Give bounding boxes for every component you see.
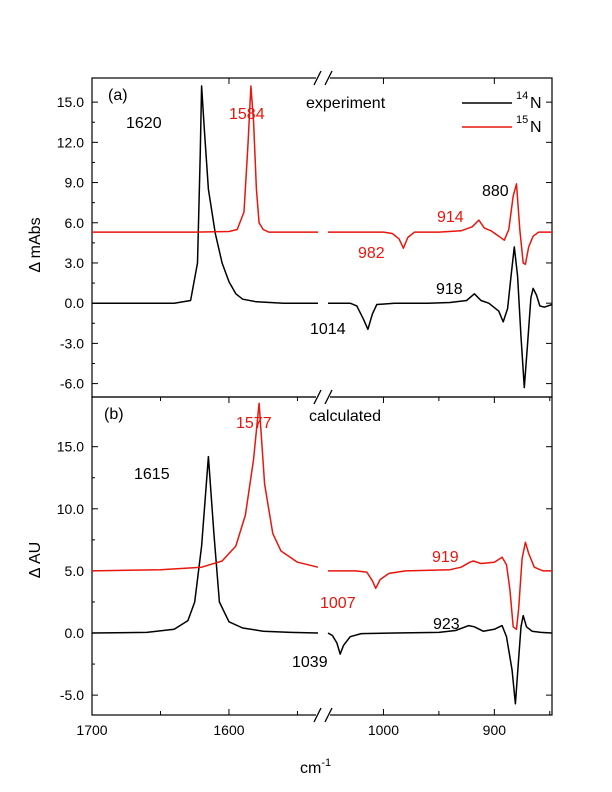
annotation-1014: 1014 (310, 321, 346, 338)
break-slash (324, 707, 333, 723)
legend-sup-15n: 15 (516, 114, 528, 126)
break-slash (313, 389, 322, 405)
series-15n-left (92, 85, 318, 233)
y-tick-label: -6.0 (60, 376, 84, 392)
annotation-1039: 1039 (292, 654, 328, 671)
annotation-982: 982 (358, 245, 385, 262)
y-tick-label: 5.0 (65, 563, 85, 579)
legend: 14 N 15 N (462, 90, 542, 136)
annotation-1584: 1584 (229, 106, 265, 123)
series-15n-right (328, 183, 552, 266)
y-tick-label: 3.0 (65, 255, 85, 271)
legend-label-14n: N (530, 95, 542, 112)
break-slash (313, 707, 322, 723)
y-tick-label: 15.0 (57, 94, 84, 110)
panel-calculated: (b) calculated Δ AU 15.0 10.0 5.0 0.0 -5.0 1… (27, 396, 553, 716)
y-tick-label: 9.0 (65, 175, 85, 191)
legend-sup-14n: 14 (516, 90, 528, 102)
legend-label-15n: N (530, 119, 542, 136)
y-tick-label: -5.0 (60, 687, 84, 703)
series-15n-left (91, 402, 319, 572)
panel-a-title: experiment (306, 95, 386, 112)
panel-a-ylabel: Δ mAbs (27, 217, 44, 272)
panel-b-ylabel: Δ AU (27, 542, 44, 578)
series-14n-left (91, 455, 319, 634)
x-axis: 1700 1600 1000 900 (76, 78, 551, 738)
annotation-1577: 1577 (236, 415, 272, 432)
x-axis-label: cm-1 (300, 757, 331, 777)
panel-a-tag: (a) (108, 87, 128, 104)
series-15n-right (328, 541, 552, 631)
y-tick-label: 12.0 (57, 134, 84, 150)
x-axis-label-sup: -1 (321, 757, 331, 769)
break-slash (324, 389, 333, 405)
panel-b-tag: (b) (104, 406, 124, 423)
y-tick-label: 15.0 (57, 439, 84, 455)
x-tick-label: 1000 (368, 722, 399, 738)
x-tick-label: 1600 (213, 722, 244, 738)
panel-b-title: calculated (309, 408, 381, 425)
y-tick-label: 0.0 (65, 625, 85, 641)
y-tick-label: -3.0 (60, 335, 84, 351)
x-axis-label-main: cm (300, 760, 321, 777)
series-14n-left (92, 85, 318, 304)
break-slash (313, 70, 322, 86)
x-tick-label: 1700 (76, 722, 107, 738)
series-14n-right (328, 246, 553, 389)
y-tick-label: 6.0 (65, 215, 85, 231)
annotation-1620: 1620 (126, 115, 162, 132)
annotation-914: 914 (437, 209, 464, 226)
y-tick-label: 0.0 (65, 295, 85, 311)
axis-break-marks (313, 70, 333, 723)
annotation-918: 918 (436, 281, 463, 298)
annotation-1007: 1007 (320, 595, 356, 612)
panel-experiment: (a) experiment Δ mAbs 15.0 12.0 9.0 6.0 3.0 0… (27, 77, 553, 398)
series-14n-right (327, 614, 553, 705)
annotation-919: 919 (432, 549, 459, 566)
x-tick-label: 900 (483, 722, 507, 738)
annotation-880: 880 (482, 183, 509, 200)
annotation-1615: 1615 (134, 466, 170, 483)
y-tick-label: 10.0 (57, 501, 84, 517)
annotation-923: 923 (433, 616, 460, 633)
break-slash (324, 70, 333, 86)
